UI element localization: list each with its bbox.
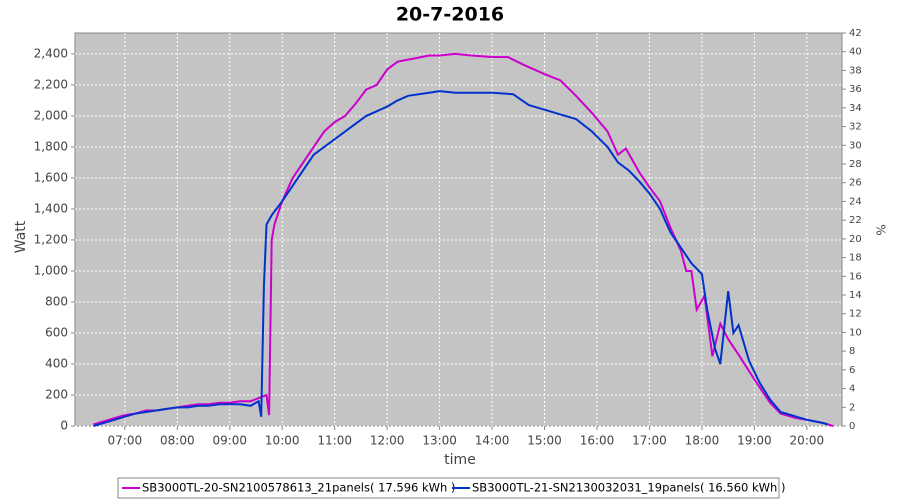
y-tick-label: 2,200 bbox=[34, 77, 68, 91]
legend bbox=[117, 477, 780, 499]
y2-tick-label: 12 bbox=[849, 309, 862, 320]
x-tick-label: 14:00 bbox=[475, 434, 510, 448]
series-line bbox=[93, 52, 834, 427]
y2-tick-label: 18 bbox=[849, 253, 862, 264]
x-tick-label: 19:00 bbox=[737, 434, 772, 448]
y-tick-label: 800 bbox=[45, 294, 68, 308]
x-tick-label: 10:00 bbox=[265, 434, 300, 448]
y-tick-label: 600 bbox=[45, 325, 68, 339]
y2-tick-label: 34 bbox=[849, 103, 862, 114]
y-tick-label: 1,200 bbox=[34, 232, 68, 246]
y2-tick-label: 38 bbox=[849, 65, 862, 76]
x-tick-label: 08:00 bbox=[160, 434, 195, 448]
x-tick-label: 18:00 bbox=[685, 434, 720, 448]
y2-tick-label: 26 bbox=[849, 178, 862, 189]
y2-tick-label: 10 bbox=[849, 327, 862, 338]
y2-tick-label: 14 bbox=[849, 290, 862, 301]
y2-tick-label: 6 bbox=[849, 365, 855, 376]
y2-tick-label: 42 bbox=[849, 28, 862, 39]
y-tick-label: 0 bbox=[60, 419, 68, 433]
y-tick-label: 2,400 bbox=[34, 46, 68, 60]
x-axis-label: time bbox=[444, 452, 476, 468]
y-tick-label: 400 bbox=[45, 356, 68, 370]
plot-area bbox=[74, 32, 843, 427]
y2-tick-label: 30 bbox=[849, 140, 862, 151]
y2-tick-label: 0 bbox=[849, 421, 855, 432]
x-tick-label: 20:00 bbox=[790, 434, 825, 448]
y-tick-label: 1,600 bbox=[34, 170, 68, 184]
x-tick-label: 13:00 bbox=[422, 434, 457, 448]
x-tick-label: 16:00 bbox=[580, 434, 615, 448]
series-line bbox=[93, 90, 829, 427]
legend-label: SB3000TL-21-SN2130032031_19panels( 16.56… bbox=[472, 481, 785, 495]
x-tick-label: 07:00 bbox=[108, 434, 143, 448]
x-tick-label: 15:00 bbox=[527, 434, 562, 448]
legend-label: SB3000TL-20-SN2100578613_21panels( 17.59… bbox=[142, 481, 455, 495]
y2-tick-label: 32 bbox=[849, 122, 862, 133]
y-tick-label: 1,400 bbox=[34, 201, 68, 215]
y2-tick-label: 28 bbox=[849, 159, 862, 170]
y2-axis-label: % bbox=[874, 224, 888, 235]
y-tick-label: 1,000 bbox=[34, 263, 68, 277]
x-tick-label: 11:00 bbox=[317, 434, 352, 448]
x-tick-label: 12:00 bbox=[370, 434, 405, 448]
x-tick-label: 09:00 bbox=[212, 434, 247, 448]
chart-title: 20-7-2016 bbox=[396, 4, 504, 26]
y-tick-label: 200 bbox=[45, 387, 68, 401]
y2-tick-label: 8 bbox=[849, 346, 855, 357]
y2-tick-label: 16 bbox=[849, 271, 862, 282]
y2-tick-label: 24 bbox=[849, 196, 862, 207]
y-tick-label: 1,800 bbox=[34, 139, 68, 153]
y2-tick-label: 22 bbox=[849, 215, 862, 226]
y-tick-label: 2,000 bbox=[34, 108, 68, 122]
y2-tick-label: 36 bbox=[849, 84, 862, 95]
y2-tick-label: 20 bbox=[849, 234, 862, 245]
y2-tick-label: 2 bbox=[849, 402, 855, 413]
x-tick-label: 17:00 bbox=[632, 434, 667, 448]
y2-tick-label: 4 bbox=[849, 384, 855, 395]
y2-tick-label: 40 bbox=[849, 47, 862, 58]
y-axis-label: Watt bbox=[13, 220, 29, 253]
